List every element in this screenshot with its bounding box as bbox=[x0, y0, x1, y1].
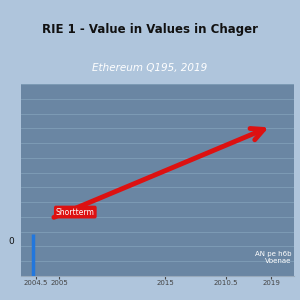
Text: Shortterm: Shortterm bbox=[56, 208, 95, 217]
Text: 0: 0 bbox=[8, 237, 14, 246]
Text: RIE 1 - Value in Values in Chager: RIE 1 - Value in Values in Chager bbox=[42, 23, 258, 36]
Text: AN pe h6b
Vbenae: AN pe h6b Vbenae bbox=[255, 251, 291, 265]
Text: Ethereum Q195, 2019: Ethereum Q195, 2019 bbox=[92, 62, 208, 73]
